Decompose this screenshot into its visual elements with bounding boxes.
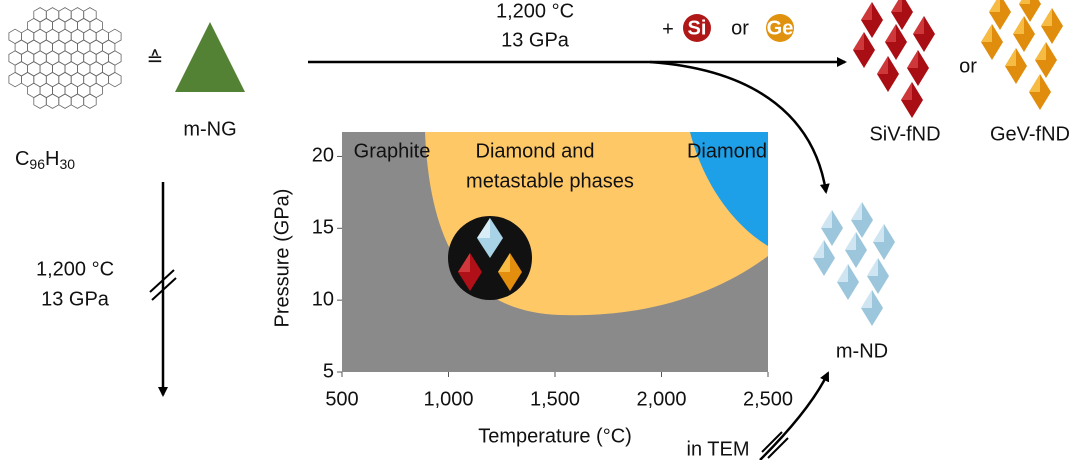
y-tick-label: 5: [323, 360, 334, 382]
gem-facet: [1035, 42, 1046, 60]
gem-facet: [885, 24, 896, 42]
gem-facet: [989, 0, 1000, 12]
y-tick-label: 15: [312, 217, 334, 239]
x-tick-label: 500: [325, 388, 358, 410]
x-tick-label: 1,000: [423, 388, 473, 410]
left-temperature: 1,200 °C: [36, 258, 114, 280]
gem-facet: [1005, 48, 1016, 66]
hexagon: [33, 93, 47, 109]
hexagon: [108, 71, 122, 88]
gem-facet: [851, 202, 862, 220]
gem-facet: [498, 253, 510, 272]
phase-diagram: Graphite Diamond and metastable phases Diam…: [271, 132, 793, 447]
equivalent-sign: ≙: [147, 48, 164, 70]
y-tick-label: 20: [312, 145, 334, 167]
m-ng-label: m-NG: [183, 118, 236, 140]
gem-facet: [907, 50, 918, 68]
m-ng-triangle: [175, 22, 245, 92]
curved-arrow-down: [649, 60, 830, 194]
siv-label: SiV-fND: [869, 123, 940, 145]
region-label: Diamond and: [476, 140, 595, 162]
gem-facet: [873, 224, 884, 242]
gem-facet: [1041, 8, 1052, 26]
blocked-mark: [149, 269, 177, 301]
curved-arrow-up: [759, 371, 830, 460]
plus: +: [662, 18, 674, 40]
y-tick-label: 10: [312, 288, 334, 310]
x-tick-label: 2,000: [636, 388, 686, 410]
hexagon: [83, 93, 97, 109]
gem-facet: [981, 24, 992, 42]
tem-label: in TEM: [687, 438, 750, 460]
gem-facet: [901, 82, 912, 100]
x-axis-label: Temperature (°C): [478, 425, 632, 447]
top-temperature: 1,200 °C: [496, 0, 574, 22]
ge-atom: [766, 14, 794, 42]
gem-facet: [837, 264, 848, 282]
m-nd-label: m-ND: [836, 340, 888, 362]
gem-facet: [861, 290, 872, 308]
gem-facet: [821, 210, 832, 228]
x-tick-label: 1,500: [530, 388, 580, 410]
molecule-drawing: [8, 7, 122, 109]
gem-facet: [845, 232, 856, 250]
gem-facet: [867, 258, 878, 276]
diamond-icons: [813, 0, 1063, 326]
or-products: or: [959, 55, 977, 77]
gem-facet: [1013, 16, 1024, 34]
hexagon: [8, 71, 22, 88]
gem-facet: [877, 56, 888, 74]
region-label: metastable phases: [466, 170, 634, 192]
plot-area: [342, 132, 768, 372]
top-pressure: 13 GPa: [501, 29, 570, 51]
blocked-mark: [761, 431, 789, 459]
si-atom: [683, 14, 711, 42]
gem: [1019, 0, 1041, 22]
phase-region: [690, 132, 768, 246]
or-top: or: [731, 17, 749, 39]
gem-facet: [913, 16, 924, 34]
gem-facet: [861, 2, 872, 20]
region-label: Diamond: [687, 140, 767, 162]
hexagon: [58, 93, 72, 109]
y-axis-label: Pressure (GPa): [271, 189, 293, 328]
si-label: Si: [688, 17, 707, 39]
x-tick-label: 2,500: [743, 388, 793, 410]
gem-facet: [1029, 74, 1040, 92]
hexagon: [70, 93, 85, 109]
gem-facet: [458, 253, 470, 272]
hexagon: [45, 93, 60, 109]
region-label: Graphite: [354, 140, 431, 162]
formula: C96H30: [15, 148, 75, 171]
gem-facet: [891, 0, 902, 12]
gem-facet: [477, 218, 490, 238]
gev-label: GeV-fND: [990, 123, 1070, 145]
gem-facet: [853, 32, 864, 50]
gem-facet: [813, 240, 824, 258]
left-pressure: 13 GPa: [41, 288, 110, 310]
gem-facet: [1019, 0, 1030, 4]
ge-label: Ge: [767, 17, 794, 39]
